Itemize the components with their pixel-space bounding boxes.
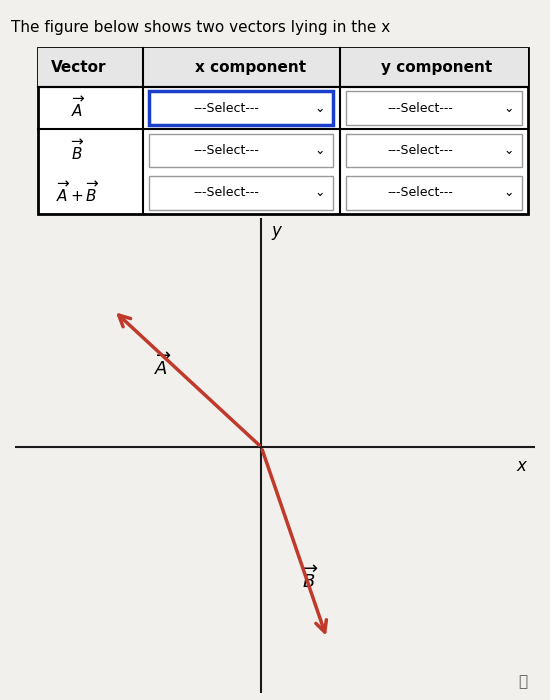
Text: The figure below shows two vectors lying in the x: The figure below shows two vectors lying… bbox=[11, 20, 390, 35]
Text: ---Select---: ---Select--- bbox=[387, 186, 453, 200]
Text: y component: y component bbox=[381, 60, 492, 75]
Text: x component: x component bbox=[195, 60, 306, 75]
Bar bbox=[150, 176, 333, 210]
Text: x: x bbox=[516, 457, 526, 475]
Bar bbox=[150, 134, 333, 167]
Text: ⓘ: ⓘ bbox=[518, 675, 527, 690]
Text: ---Select---: ---Select--- bbox=[387, 102, 453, 115]
Text: ---Select---: ---Select--- bbox=[387, 144, 453, 157]
Bar bbox=[346, 92, 522, 125]
Bar bbox=[346, 134, 522, 167]
Text: $\overrightarrow{B}$: $\overrightarrow{B}$ bbox=[72, 139, 85, 162]
Text: $\overrightarrow{B}$: $\overrightarrow{B}$ bbox=[302, 565, 318, 592]
Text: ⌄: ⌄ bbox=[503, 186, 514, 200]
Text: ---Select---: ---Select--- bbox=[194, 144, 260, 157]
Text: ⌄: ⌄ bbox=[315, 102, 325, 115]
Text: ⌄: ⌄ bbox=[503, 144, 514, 157]
Text: ⌄: ⌄ bbox=[315, 186, 325, 200]
Text: $\overrightarrow{A}$: $\overrightarrow{A}$ bbox=[71, 96, 86, 120]
Bar bbox=[150, 92, 333, 125]
Bar bbox=[346, 176, 522, 210]
Text: Vector: Vector bbox=[51, 60, 106, 75]
Text: ---Select---: ---Select--- bbox=[194, 102, 260, 115]
Text: y: y bbox=[271, 222, 281, 240]
Bar bbox=[38, 48, 529, 87]
Text: $\overrightarrow{A} + \overrightarrow{B}$: $\overrightarrow{A} + \overrightarrow{B}… bbox=[57, 181, 100, 205]
Text: ⌄: ⌄ bbox=[503, 102, 514, 115]
Text: ---Select---: ---Select--- bbox=[194, 186, 260, 200]
Text: ⌄: ⌄ bbox=[315, 144, 325, 157]
Text: $\overrightarrow{A}$: $\overrightarrow{A}$ bbox=[155, 351, 172, 379]
